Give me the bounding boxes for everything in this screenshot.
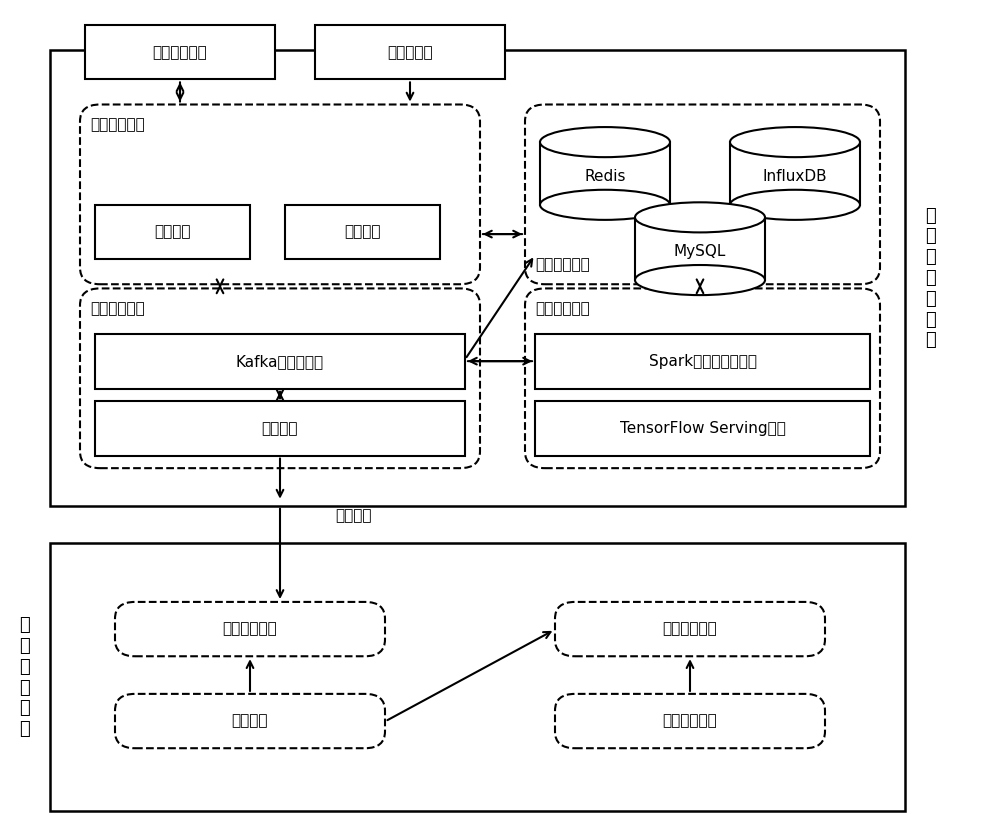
FancyBboxPatch shape bbox=[525, 104, 880, 284]
Bar bbox=[285, 205, 440, 259]
Ellipse shape bbox=[540, 190, 670, 220]
Bar bbox=[50, 50, 905, 506]
Bar bbox=[535, 401, 870, 456]
Text: Kafka消息中间件: Kafka消息中间件 bbox=[236, 354, 324, 369]
Text: 数
据
采
集
设
备: 数 据 采 集 设 备 bbox=[20, 616, 30, 738]
Ellipse shape bbox=[540, 127, 670, 157]
Text: 数据删除: 数据删除 bbox=[344, 225, 381, 239]
FancyBboxPatch shape bbox=[80, 104, 480, 284]
Text: 数据采集模块: 数据采集模块 bbox=[663, 714, 717, 728]
Text: TensorFlow Serving集群: TensorFlow Serving集群 bbox=[620, 421, 785, 436]
Text: 数据传发模块: 数据传发模块 bbox=[90, 301, 145, 316]
Text: 故
障
诊
断
云
平
台: 故 障 诊 断 云 平 台 bbox=[925, 206, 935, 349]
Text: 数据管理模块: 数据管理模块 bbox=[663, 622, 717, 636]
Text: 通信协议: 通信协议 bbox=[335, 508, 372, 523]
FancyBboxPatch shape bbox=[80, 288, 480, 468]
FancyBboxPatch shape bbox=[555, 602, 825, 656]
FancyBboxPatch shape bbox=[115, 694, 385, 748]
Text: 业务逻辑模块: 业务逻辑模块 bbox=[90, 117, 145, 132]
Bar bbox=[85, 25, 275, 79]
Bar bbox=[95, 401, 465, 456]
Bar bbox=[535, 334, 870, 389]
Text: MySQL: MySQL bbox=[674, 244, 726, 259]
Text: InfluxDB: InfluxDB bbox=[763, 169, 827, 184]
Ellipse shape bbox=[730, 127, 860, 157]
Text: 数据删除服务: 数据删除服务 bbox=[153, 45, 207, 59]
Ellipse shape bbox=[730, 190, 860, 220]
Bar bbox=[95, 334, 465, 389]
Text: 可视化服务: 可视化服务 bbox=[387, 45, 433, 59]
Text: 数据存储模块: 数据存储模块 bbox=[535, 257, 590, 272]
Text: 设备接入: 设备接入 bbox=[262, 421, 298, 436]
Text: 数据获取: 数据获取 bbox=[154, 225, 191, 239]
Bar bbox=[635, 217, 765, 280]
Text: 存储介质: 存储介质 bbox=[232, 714, 268, 728]
Ellipse shape bbox=[635, 202, 765, 232]
Text: Redis: Redis bbox=[584, 169, 626, 184]
FancyBboxPatch shape bbox=[555, 694, 825, 748]
Bar bbox=[50, 543, 905, 811]
Text: 故障诊断模块: 故障诊断模块 bbox=[535, 301, 590, 316]
Text: 数据传输模块: 数据传输模块 bbox=[223, 622, 277, 636]
Text: Spark分布式计算集群: Spark分布式计算集群 bbox=[648, 354, 757, 369]
FancyBboxPatch shape bbox=[115, 602, 385, 656]
Bar bbox=[730, 142, 860, 205]
FancyBboxPatch shape bbox=[525, 288, 880, 468]
Bar bbox=[315, 25, 505, 79]
Bar bbox=[95, 205, 250, 259]
Bar bbox=[540, 142, 670, 205]
Ellipse shape bbox=[635, 265, 765, 295]
